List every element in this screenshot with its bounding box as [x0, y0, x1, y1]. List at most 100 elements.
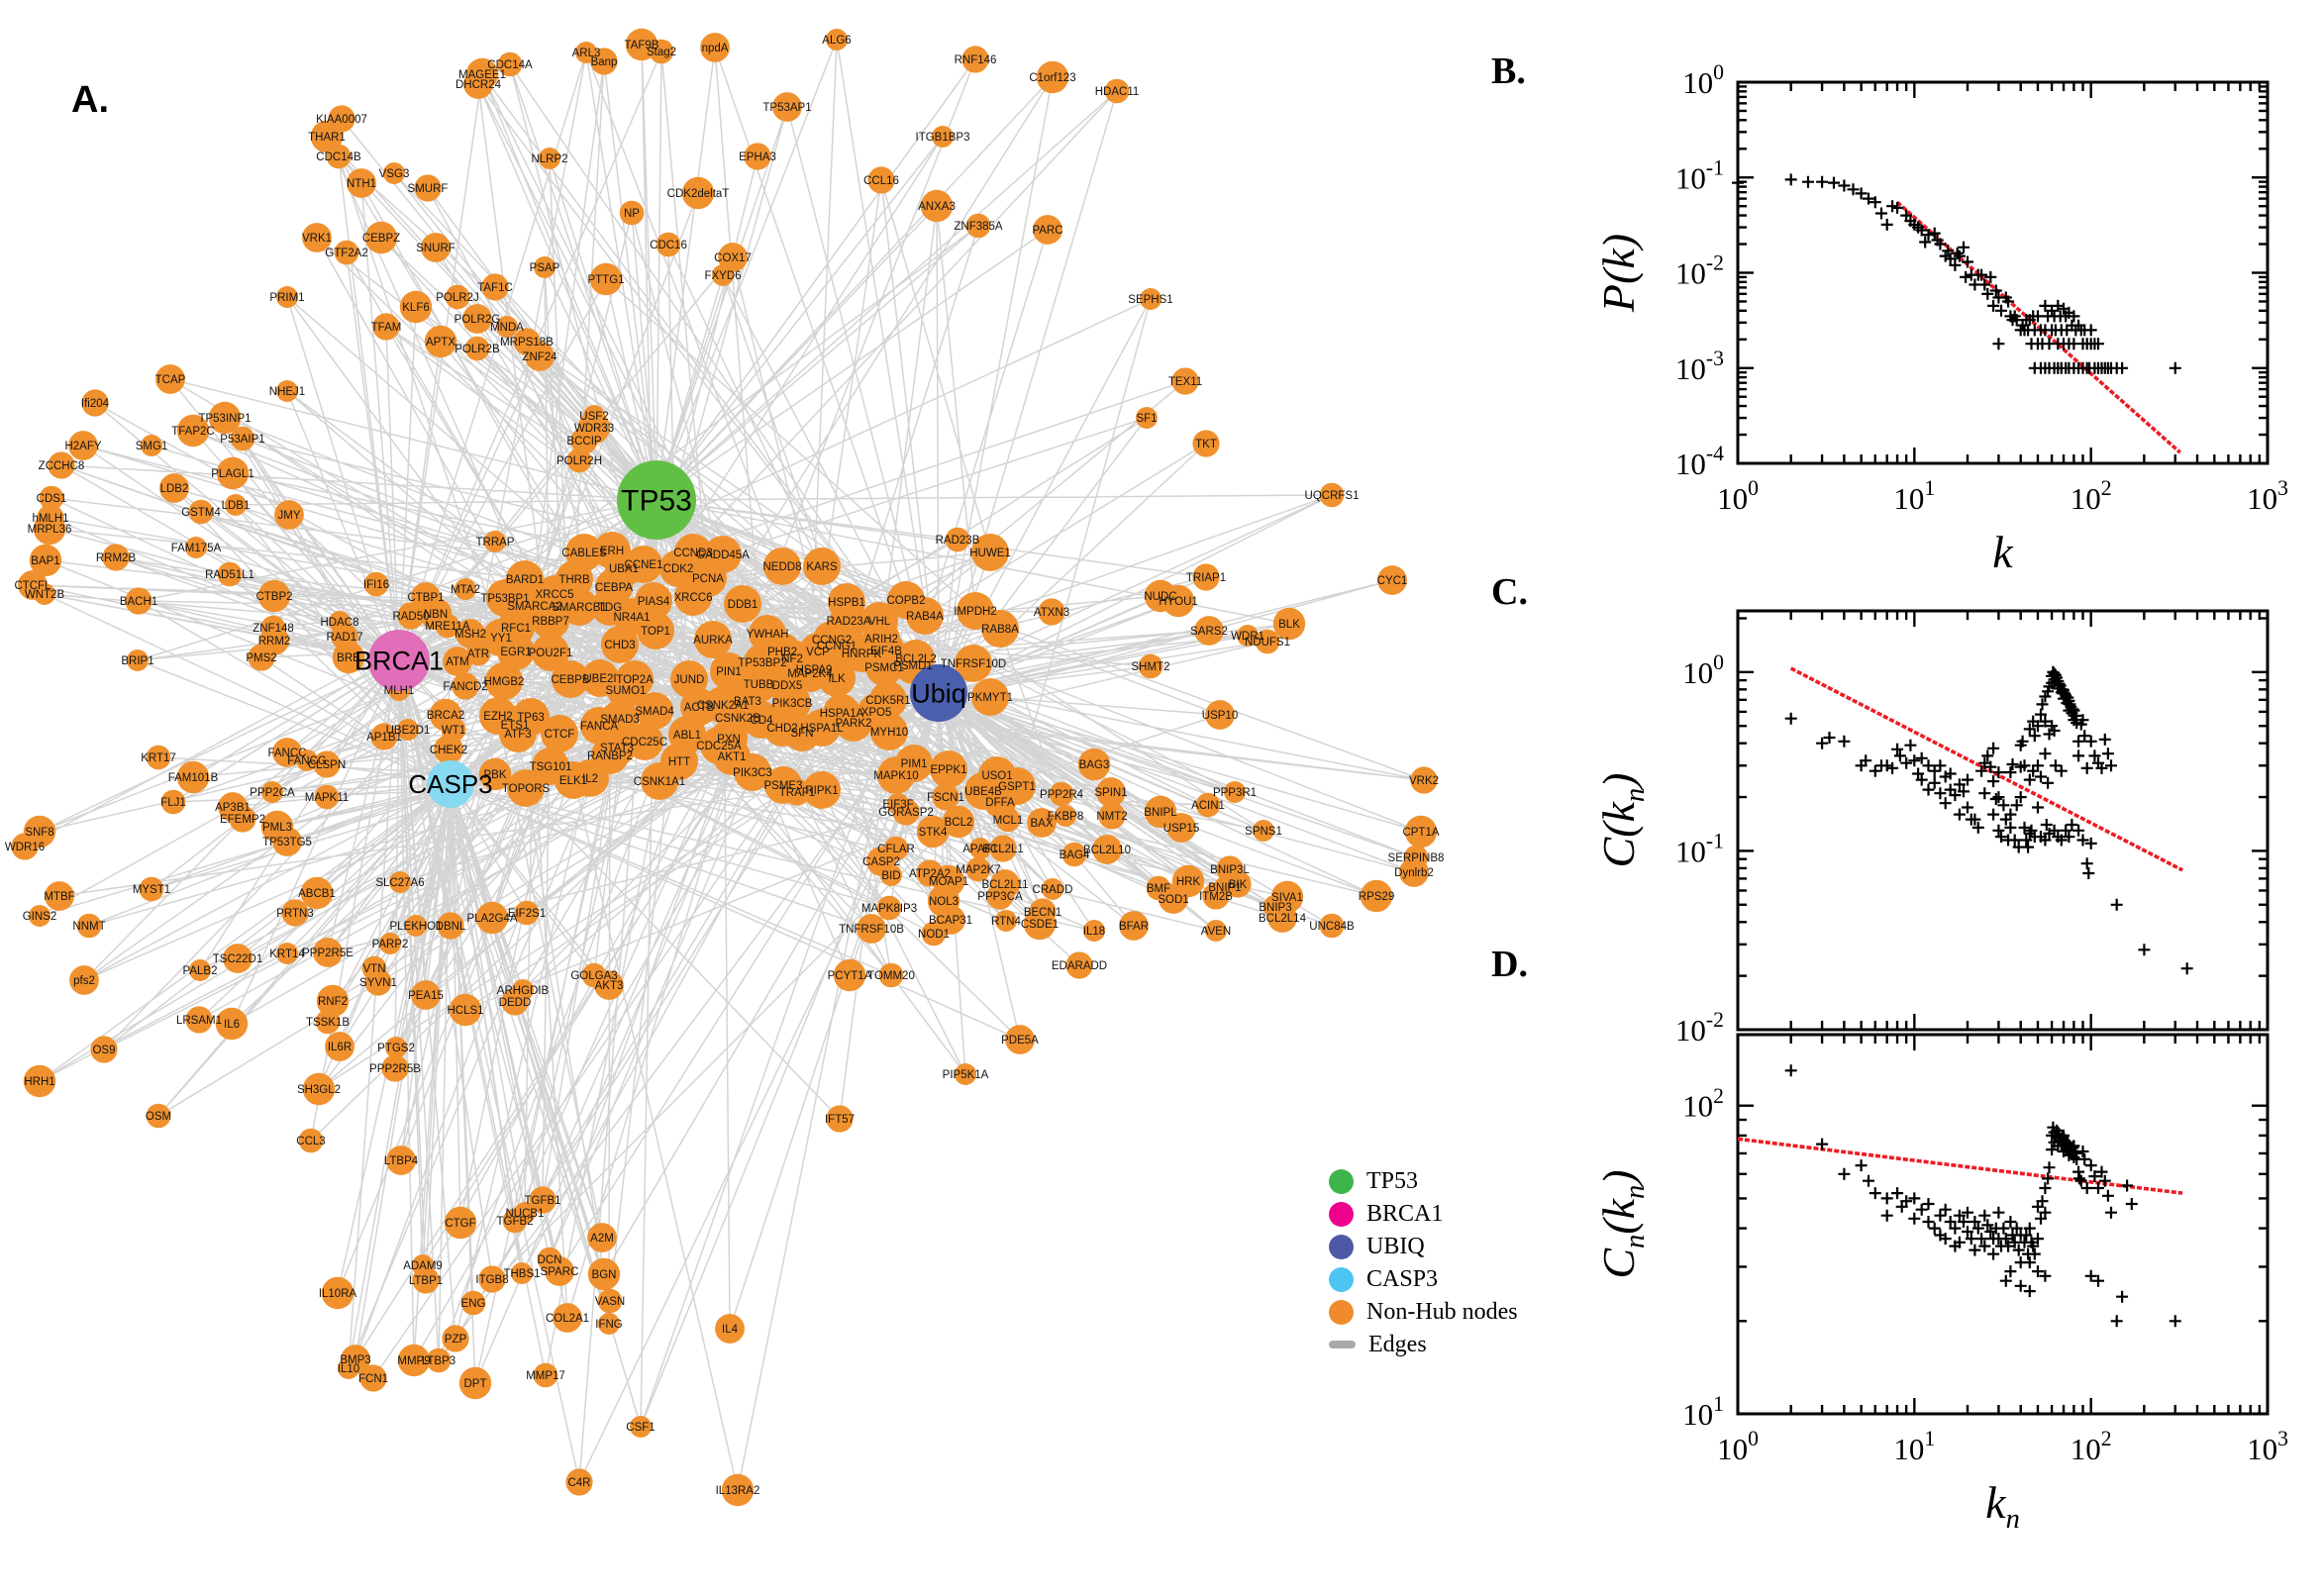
legend-color-dot — [1329, 1266, 1354, 1292]
network-node-label: VTN — [363, 963, 386, 975]
tick-label: 100 — [1682, 60, 1724, 100]
network-node — [539, 148, 560, 169]
network-node — [921, 921, 947, 947]
network-node-label: UQCRFS1 — [1305, 490, 1360, 502]
network-node — [502, 1208, 528, 1234]
network-node-label: PXN — [717, 734, 741, 746]
network-node-label: NOL3 — [929, 896, 959, 908]
network-node — [1319, 913, 1345, 939]
tick-label: 10-2 — [1675, 251, 1724, 291]
network-node-label: GORASP2 — [878, 807, 934, 819]
network-node-label: USP10 — [1202, 710, 1238, 722]
axis-ticks — [1736, 611, 2270, 1032]
network-node-label: TKT — [1195, 439, 1217, 450]
network-node — [932, 783, 960, 811]
network-node-label: SMG1 — [136, 441, 168, 452]
network-node-label: RBBP7 — [532, 616, 569, 628]
network-node-label: SHMT2 — [1132, 661, 1170, 673]
network-node-label: BACH1 — [120, 596, 157, 608]
network-node-label: BCL2L10 — [1083, 845, 1131, 856]
network-node-label: USF2 — [579, 411, 608, 423]
network-node — [656, 232, 681, 257]
network-node-label: HRH1 — [24, 1076, 54, 1088]
network-node-label: PARC — [1032, 225, 1062, 237]
network-node — [870, 713, 908, 750]
network-node-label: FXYD6 — [704, 270, 741, 282]
network-node-label: AKT3 — [595, 980, 624, 992]
network-node-label: Dynlrb2 — [1394, 867, 1434, 879]
network-node-label: CTCFL — [14, 580, 51, 592]
network-node-label: HYOU1 — [1159, 596, 1198, 608]
network-node-label: WNT2B — [25, 589, 65, 601]
network-node-label: TOPORS — [502, 783, 551, 795]
network-node — [597, 1288, 623, 1314]
network-node-label: DBNL — [436, 921, 466, 933]
network-node — [363, 571, 389, 597]
network-node-label: ARL3 — [572, 48, 601, 59]
network-node-label: WDR16 — [5, 842, 45, 853]
network-node-label: SEPHS1 — [1128, 294, 1172, 306]
network-node-label: GSTM4 — [181, 507, 221, 519]
plot-frame — [1736, 1033, 2270, 1416]
network-node-label: MCL1 — [993, 815, 1024, 827]
network-node — [460, 1290, 486, 1316]
network-node-label: RRM2 — [258, 636, 291, 648]
network-node-label: CDC14B — [316, 151, 361, 163]
network-node-label: IFT57 — [825, 1114, 855, 1126]
network-node — [90, 1036, 118, 1063]
network-node-label: THRB — [558, 574, 590, 586]
network-node-label: SMARCB1 — [552, 602, 607, 614]
network-node — [1399, 857, 1429, 887]
network-node — [478, 1265, 506, 1293]
network-node-label: IL6R — [328, 1042, 352, 1053]
network-node — [971, 678, 1009, 716]
network-node — [379, 933, 401, 954]
network-node-label: TDG — [598, 602, 622, 614]
network-node-label: VCP — [806, 647, 830, 658]
y-axis-label: C(kn) — [1593, 772, 1651, 867]
network-node-label: SYVN1 — [359, 977, 397, 989]
network-node-label: LTBP1 — [409, 1275, 443, 1287]
legend-item-non-hub-nodes: Non-Hub nodes — [1329, 1299, 1518, 1325]
network-node-label: TCAP — [155, 374, 186, 386]
network-node — [1171, 367, 1199, 395]
hub-node-label: TP53 — [621, 485, 692, 518]
network-node-label: PPP2R5E — [302, 948, 354, 959]
network-node — [334, 240, 359, 265]
network-node-label: TP53INP1 — [198, 413, 251, 425]
legend-color-dot — [1329, 1299, 1354, 1325]
axis-ticks — [1736, 1035, 2270, 1416]
x-axis-label: kn — [1985, 1477, 2020, 1535]
network-node — [763, 548, 801, 585]
network-node-label: RTN4 — [991, 916, 1021, 928]
scatter-points — [1732, 173, 2181, 374]
hub-node-label: Ubiq — [911, 678, 966, 708]
network-node-label: BCCIP — [566, 436, 601, 448]
network-node-label: RPS29 — [1359, 891, 1394, 903]
network-node-label: PCYT1A — [828, 970, 872, 982]
network-node-label: BNIPL — [1144, 807, 1177, 819]
network-node — [965, 213, 991, 239]
network-node — [681, 176, 715, 210]
network-node — [916, 815, 950, 848]
network-node-label: COX17 — [714, 252, 752, 264]
network-node — [397, 719, 419, 741]
network-node-label: BCL2L11 — [981, 879, 1028, 891]
network-node — [361, 955, 387, 981]
network-node-label: CCNG1 — [817, 641, 857, 652]
network-node-label: RNF146 — [955, 54, 997, 66]
network-node-label: SOD1 — [1158, 894, 1188, 906]
network-node-label: MAPK10 — [873, 770, 918, 782]
network-node-label: NHEJ1 — [269, 386, 305, 398]
hub-node-tp53 — [617, 460, 696, 540]
network-node-label: PIK3CB — [772, 698, 813, 710]
network-node-label: IL10RA — [319, 1288, 357, 1300]
network-node-label: SLC27A6 — [375, 877, 424, 889]
network-node-label: PPP2CA — [250, 787, 295, 799]
network-node — [257, 579, 291, 613]
plot-frame — [1736, 609, 2270, 1032]
network-node-label: AURKA — [693, 635, 733, 647]
network-node — [857, 914, 886, 944]
